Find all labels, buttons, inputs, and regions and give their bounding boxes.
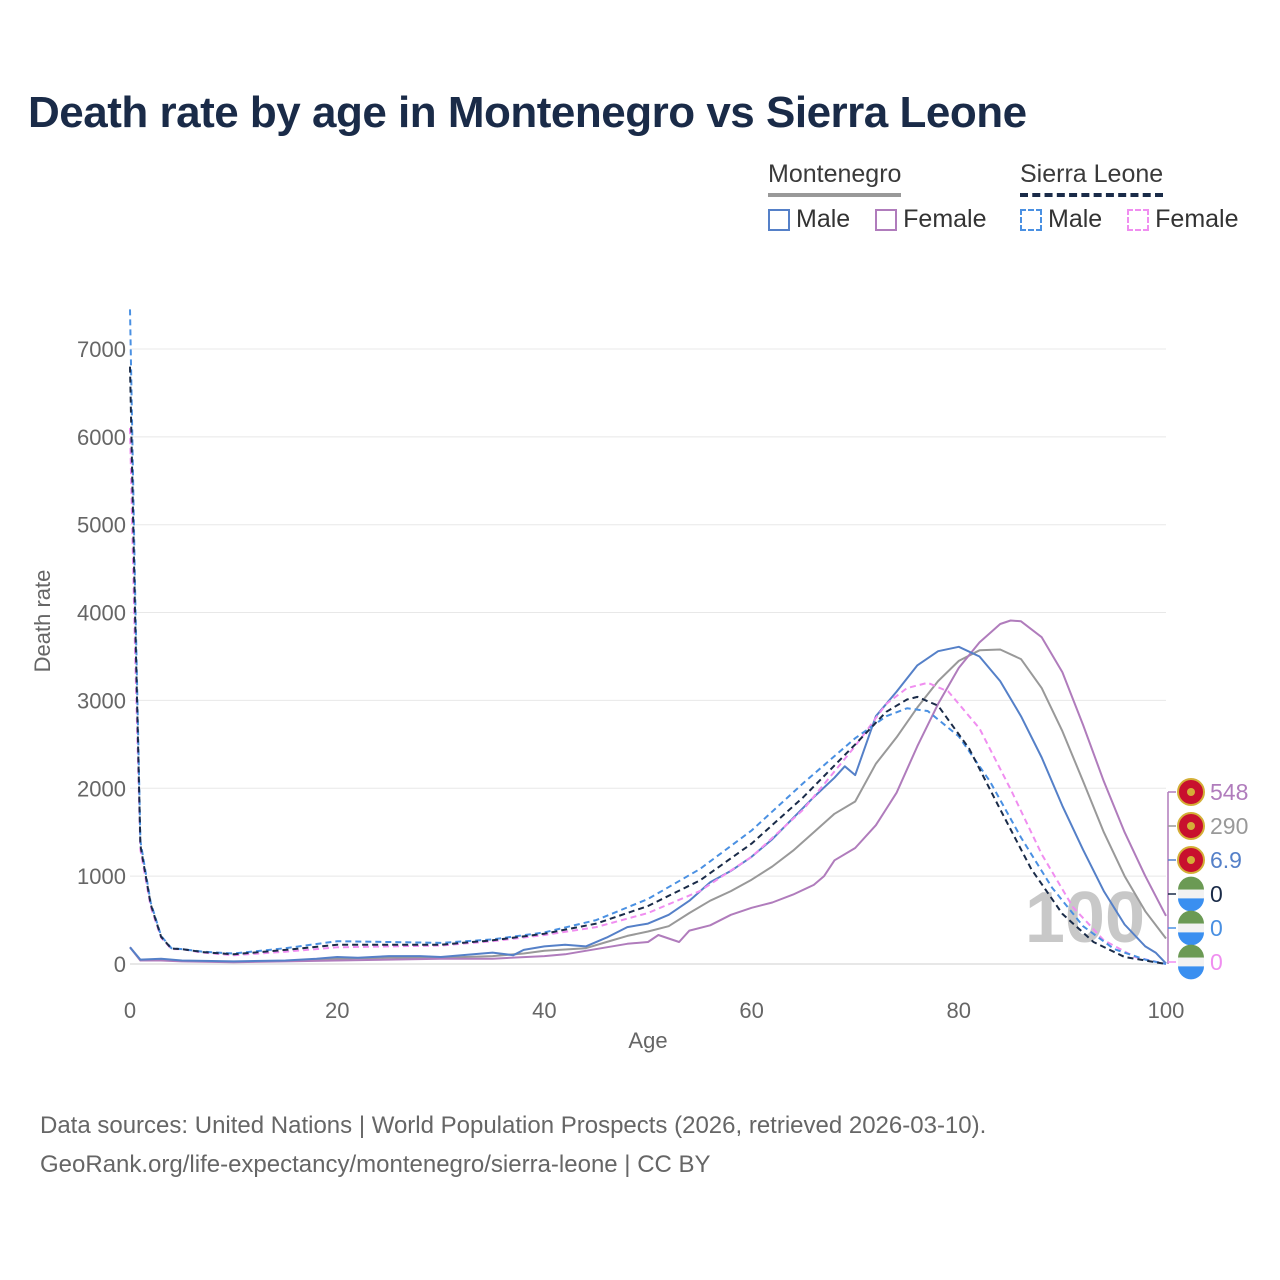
axes: 0 1000 2000 3000 4000 5000 6000 7000 0 20 40 60 80 10…	[77, 337, 1184, 1023]
age-watermark: 100	[1025, 878, 1145, 958]
series-line-montenegro-male	[129, 645, 1167, 965]
x-tick-label-60: 60	[739, 998, 763, 1023]
legend-label-sierra-leone-male: Male	[1048, 205, 1103, 233]
end-labels: 548 290 6.9 0 0 0	[1167, 778, 1248, 980]
end-label-value: 548	[1210, 779, 1248, 805]
footer-sources: Data sources: United Nations | World Pop…	[40, 1112, 987, 1139]
legend-item-montenegro-female[interactable]: Female	[875, 205, 987, 234]
y-tick-label-2000: 2000	[77, 776, 126, 801]
flag-band-green	[1178, 876, 1204, 890]
flag-band-white	[1178, 923, 1204, 933]
x-tick-label-20: 20	[325, 998, 349, 1023]
y-tick-label-0: 0	[114, 952, 126, 977]
sierra-leone-flag-icon	[1178, 876, 1204, 912]
montenegro-flag-icon	[1177, 812, 1205, 840]
legend-item-sierra-leone-female[interactable]: Female	[1127, 205, 1239, 234]
grid-lines	[130, 348, 1166, 965]
legend-label-montenegro-male: Male	[796, 205, 851, 233]
series-line-sierra-leone-female	[129, 428, 1167, 965]
end-label-value: 0	[1210, 915, 1223, 941]
legend-heading-montenegro: Montenegro	[768, 160, 902, 197]
y-tick-label-3000: 3000	[77, 688, 126, 713]
flag-band-blue	[1178, 966, 1204, 980]
legend-montenegro: Montenegro Male Female	[768, 160, 1005, 238]
series-lines	[129, 309, 1167, 965]
flag-band-white	[1178, 889, 1204, 899]
x-tick-label-0: 0	[124, 998, 136, 1023]
flag-emblem	[1187, 822, 1195, 830]
flag-emblem	[1187, 788, 1195, 796]
legend-swatch-montenegro-male	[768, 208, 790, 231]
y-tick-label-5000: 5000	[77, 513, 126, 538]
legend-item-sierra-leone-male[interactable]: Male	[1020, 205, 1102, 234]
footer-link[interactable]: GeoRank.org/life-expectancy/montenegro/s…	[40, 1151, 711, 1178]
legend-label-sierra-leone-female: Female	[1155, 205, 1239, 233]
montenegro-flag-icon	[1177, 846, 1205, 874]
montenegro-flag-icon	[1177, 778, 1205, 806]
flag-emblem	[1187, 856, 1195, 864]
flag-band-green	[1178, 910, 1204, 924]
y-tick-label-7000: 7000	[77, 337, 126, 362]
end-label-value: 0	[1210, 881, 1223, 907]
legend-sierra-leone: Sierra Leone Male Female	[1020, 160, 1239, 238]
end-label-value: 0	[1210, 949, 1223, 975]
legend-swatch-sierra-leone-female	[1127, 208, 1150, 231]
end-label-value: 290	[1210, 813, 1248, 839]
flag-band-blue	[1178, 932, 1204, 946]
x-tick-label-40: 40	[532, 998, 556, 1023]
x-tick-label-100: 100	[1148, 998, 1185, 1023]
series-line-montenegro-total	[129, 648, 1167, 963]
x-axis-title: Age	[628, 1028, 667, 1053]
x-tick-label-80: 80	[947, 998, 971, 1023]
chart-title: Death rate by age in Montenegro vs Sierr…	[28, 88, 1027, 137]
series-line-sierra-leone-male	[129, 309, 1167, 965]
legend-swatch-montenegro-female	[875, 208, 898, 231]
legend-heading-sierra-leone: Sierra Leone	[1020, 160, 1164, 197]
sierra-leone-flag-icon	[1178, 944, 1204, 980]
legend-swatch-sierra-leone-male	[1020, 208, 1042, 231]
footer: Data sources: United Nations | World Pop…	[40, 1106, 986, 1184]
sierra-leone-flag-icon	[1178, 910, 1204, 946]
y-tick-label-4000: 4000	[77, 601, 126, 626]
flag-band-green	[1178, 944, 1204, 958]
series-line-montenegro-female	[129, 619, 1167, 964]
series-line-sierra-leone-total	[129, 366, 1167, 965]
legend-label-montenegro-female: Female	[903, 205, 987, 233]
y-tick-label-1000: 1000	[77, 864, 126, 889]
legend-item-montenegro-male[interactable]: Male	[768, 205, 850, 234]
flag-band-white	[1178, 957, 1204, 967]
y-axis-title: Death rate	[30, 570, 55, 673]
flag-band-blue	[1178, 898, 1204, 912]
end-label-value: 6.9	[1210, 847, 1242, 873]
y-tick-label-6000: 6000	[77, 425, 126, 450]
